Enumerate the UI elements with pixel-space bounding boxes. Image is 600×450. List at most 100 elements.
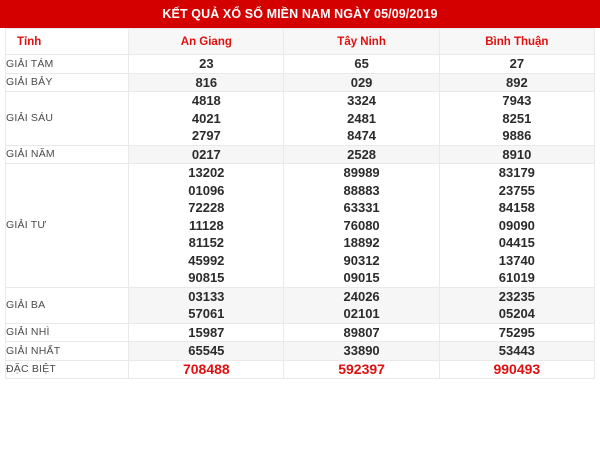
prize-numbers-cell: 33890 [283, 341, 440, 361]
prize-number: 89989 [343, 165, 380, 180]
prize-number: 029 [350, 74, 373, 90]
prize-label: GIẢI TÁM [4, 54, 130, 74]
table-row: GIẢI BA 03133 57061 24026 02101 23235 05204 [4, 286, 596, 324]
prize-number: 90815 [188, 270, 225, 285]
prize-number: 11128 [188, 217, 224, 233]
prize-label: GIẢI SÁU [4, 91, 130, 146]
table-body: GIẢI TÁM 23 65 27 GIẢI BẢY 816 029 892 GIẢI SÁU 4… [4, 54, 596, 379]
prize-number: 816 [195, 74, 218, 90]
prize-numbers-cell: 3324 2481 8474 [283, 91, 440, 146]
prize-number: 65545 [188, 343, 225, 358]
prize-numbers-cell: 2528 [283, 144, 440, 164]
column-header-an-giang[interactable]: An Giang [128, 28, 285, 55]
prize-number: 9886 [502, 128, 532, 143]
prize-label: GIẢI BẢY [4, 72, 130, 92]
prize-number: 65 [354, 56, 369, 71]
prize-numbers-cell: 75295 [438, 322, 596, 342]
prize-number: 8910 [502, 146, 532, 162]
table-row: GIẢI NHÌ 15987 89807 75295 [4, 322, 596, 342]
prize-numbers-cell: 89989 88883 63331 76080 18892 90312 09015 [283, 163, 440, 288]
prize-label: ĐẶC BIỆT [4, 359, 130, 379]
header-row: Tỉnh An Giang Tây Ninh Bình Thuận [4, 28, 596, 55]
prize-numbers-cell: 23 [128, 54, 285, 74]
prize-numbers-cell: 8910 [438, 144, 596, 164]
prize-number: 03133 [188, 288, 225, 304]
prize-numbers-cell: 65 [283, 54, 440, 74]
table-row: ĐẶC BIỆT 708488 592397 990493 [4, 359, 596, 379]
prize-label: GIẢI BA [4, 286, 130, 324]
prize-number: 57061 [188, 306, 225, 321]
prize-numbers-cell: 24026 02101 [283, 286, 440, 324]
prize-number: 63331 [343, 200, 380, 215]
column-header-tay-ninh[interactable]: Tây Ninh [283, 28, 440, 55]
table-row: GIẢI SÁU 4818 4021 2797 3324 2481 8474 7943 8251… [4, 91, 596, 146]
prize-number: 53443 [498, 343, 535, 358]
prize-number: 8251 [502, 110, 532, 126]
prize-number: 88883 [343, 182, 380, 198]
prize-number: 23755 [498, 182, 535, 198]
prize-number: 61019 [498, 270, 535, 285]
column-header-binh-thuan[interactable]: Bình Thuận [438, 28, 596, 55]
prize-number: 2528 [347, 146, 377, 162]
prize-numbers-cell: 89807 [283, 322, 440, 342]
table-header: Tỉnh An Giang Tây Ninh Bình Thuận [4, 28, 596, 55]
prize-number: 3324 [347, 93, 377, 108]
prize-numbers-cell: 13202 01096 72228 11128 81152 45992 90815 [128, 163, 285, 288]
prize-number: 18892 [343, 235, 380, 250]
prize-label: GIẢI TƯ [4, 163, 130, 288]
prize-numbers-cell: 029 [283, 72, 440, 92]
prize-numbers-cell: 592397 [283, 359, 440, 379]
prize-numbers-cell: 65545 [128, 341, 285, 361]
prize-numbers-cell: 27 [438, 54, 596, 74]
prize-number: 76080 [343, 217, 380, 233]
prize-number: 24026 [343, 288, 380, 304]
table-row: GIẢI TÁM 23 65 27 [4, 54, 596, 74]
prize-number: 23 [199, 56, 214, 71]
lottery-results-table: Tỉnh An Giang Tây Ninh Bình Thuận GIẢI T… [4, 28, 596, 379]
prize-number: 990493 [493, 360, 541, 377]
prize-number: 27 [509, 56, 525, 71]
prize-number: 05204 [498, 306, 535, 321]
prize-numbers-cell: 4818 4021 2797 [128, 91, 285, 146]
prize-number: 45992 [188, 252, 225, 268]
prize-numbers-cell: 03133 57061 [128, 286, 285, 324]
page-title-banner: KẾT QUẢ XỔ SỐ MIỀN NAM NGÀY 05/09/2019 [0, 0, 600, 28]
prize-numbers-cell: 892 [438, 72, 596, 92]
prize-number: 7943 [502, 93, 532, 108]
prize-numbers-cell: 83179 23755 84158 09090 04415 13740 61019 [438, 163, 596, 288]
prize-number: 2481 [347, 110, 377, 126]
prize-number: 09015 [343, 270, 380, 285]
table-row: GIẢI BẢY 816 029 892 [4, 72, 596, 92]
table-row: GIẢI TƯ 13202 01096 72228 11128 81152 45992 908… [4, 163, 596, 288]
prize-number: 708488 [182, 360, 230, 377]
prize-numbers-cell: 708488 [128, 359, 285, 379]
prize-number: 4021 [191, 110, 221, 126]
prize-number: 81152 [188, 235, 225, 250]
prize-number: 8474 [347, 128, 377, 143]
prize-number: 72228 [188, 200, 225, 215]
prize-numbers-cell: 990493 [438, 359, 596, 379]
prize-number: 84158 [498, 200, 535, 215]
prize-numbers-cell: 816 [128, 72, 285, 92]
prize-number: 83179 [498, 165, 535, 180]
prize-number: 75295 [498, 324, 535, 340]
prize-number: 04415 [498, 235, 535, 250]
prize-numbers-cell: 15987 [128, 322, 285, 342]
column-header-province-label: Tỉnh [4, 28, 130, 55]
prize-number: 892 [506, 74, 528, 90]
prize-number: 0217 [191, 146, 221, 162]
prize-label: GIẢI NHẤT [4, 341, 130, 361]
prize-label: GIẢI NĂM [4, 144, 130, 164]
prize-numbers-cell: 23235 05204 [438, 286, 596, 324]
prize-number: 89807 [343, 324, 380, 340]
prize-label: GIẢI NHÌ [4, 322, 130, 342]
prize-numbers-cell: 7943 8251 9886 [438, 91, 596, 146]
prize-numbers-cell: 0217 [128, 144, 285, 164]
prize-number: 33890 [343, 343, 380, 358]
prize-number: 15987 [188, 324, 225, 340]
prize-number: 09090 [498, 217, 535, 233]
prize-number: 2797 [191, 128, 221, 143]
prize-number: 23235 [498, 288, 535, 304]
prize-number: 592397 [338, 360, 385, 377]
